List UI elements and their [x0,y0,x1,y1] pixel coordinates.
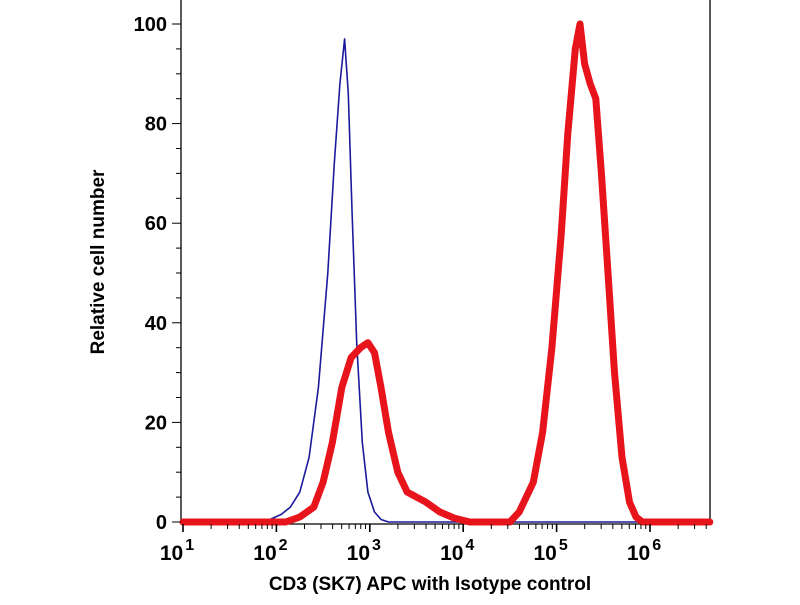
x-tick-base: 10 [533,542,556,565]
y-tick-label: 80 [145,114,167,136]
series-line-isotype [182,38,711,523]
x-tick-base: 10 [253,542,276,565]
x-tick-label: 10 4 [440,537,474,565]
x-tick-label: 10 1 [160,537,194,565]
x-tick-base: 10 [160,542,183,565]
x-tick-exponent: 5 [559,537,568,554]
x-tick-label: 10 3 [347,537,381,565]
series-line-cd3 [179,20,714,526]
x-tick-base: 10 [627,542,650,565]
x-axis: 10 1 10 2 10 3 10 4 10 5 10 6 [160,524,707,565]
y-tick-label: 0 [156,512,167,534]
y-axis-label: Relative cell number [88,169,109,354]
x-tick-base: 10 [347,542,370,565]
x-tick-exponent: 4 [465,537,474,554]
x-axis-label: CD3 (SK7) APC with Isotype control [269,574,591,595]
plot-frame [180,0,711,524]
y-tick-label: 40 [145,313,167,335]
x-tick-exponent: 3 [372,537,381,554]
plot-area [179,0,714,526]
y-axis: 0 20 40 60 80 100 [134,14,181,534]
y-tick-label: 100 [134,14,167,36]
x-tick-exponent: 2 [279,537,288,554]
x-tick-label: 10 5 [533,537,567,565]
x-tick-base: 10 [440,542,463,565]
x-tick-exponent: 6 [652,537,661,554]
x-tick-label: 10 2 [253,537,287,565]
x-tick-label: 10 6 [627,537,661,565]
x-tick-exponent: 1 [185,537,194,554]
y-tick-label: 60 [145,213,167,235]
y-tick-label: 20 [145,412,167,434]
